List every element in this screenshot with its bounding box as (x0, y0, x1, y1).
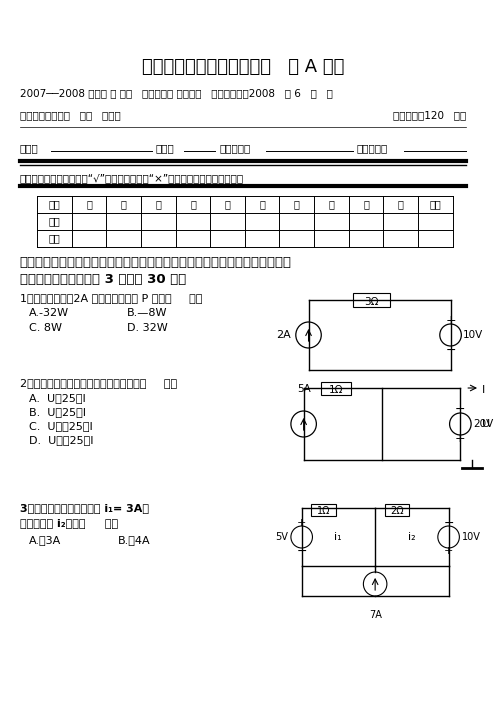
Text: 10V: 10V (463, 330, 484, 340)
Text: 考试时间：120   分钟: 考试时间：120 分钟 (393, 110, 466, 120)
Text: 1Ω: 1Ω (316, 506, 330, 516)
Text: 2007──2008 学年第 二 学期   课程名称《 电路分析   》考试日期：2008   年 6   月   日: 2007──2008 学年第 二 学期 课程名称《 电路分析 》考试日期：200… (19, 88, 332, 98)
Text: +: + (444, 546, 453, 556)
Text: B.－4A: B.－4A (118, 535, 150, 545)
Bar (321, 382, 351, 395)
Text: 考生学号：: 考生学号： (219, 143, 250, 153)
Text: D. 32W: D. 32W (127, 323, 168, 333)
Text: 20V: 20V (473, 419, 494, 429)
Text: 专业：: 专业： (19, 143, 38, 153)
Text: +: + (455, 432, 466, 446)
Text: 主考教师：僅小真   张照   郑晓明: 主考教师：僅小真 张照 郑晓明 (19, 110, 121, 120)
Text: −: − (443, 517, 454, 529)
Text: 考生姓名：: 考生姓名： (357, 143, 388, 153)
Text: 3、右图电路中，网孔电流 i₁= 3A，: 3、右图电路中，网孔电流 i₁= 3A， (19, 503, 149, 513)
Text: 填入插号中。（每小题 3 分，共 30 分）: 填入插号中。（每小题 3 分，共 30 分） (19, 273, 186, 286)
Text: 四: 四 (190, 199, 196, 209)
Text: 一、单项选择题：在下列各题中，有四个备选答案，请将其中唯一正确的答案: 一、单项选择题：在下列各题中，有四个备选答案，请将其中唯一正确的答案 (19, 256, 292, 269)
Text: 2A: 2A (276, 330, 291, 340)
Text: C.  U＝－25－I: C. U＝－25－I (29, 421, 93, 431)
Text: B.—8W: B.—8W (127, 308, 168, 318)
Bar (385, 504, 409, 516)
Text: A.-32W: A.-32W (29, 308, 69, 318)
Text: A.－3A: A.－3A (29, 535, 62, 545)
Text: 7A: 7A (369, 610, 381, 620)
Text: −: − (445, 343, 456, 357)
Text: 总分: 总分 (430, 199, 441, 209)
Text: −: − (455, 402, 466, 416)
Text: U: U (482, 419, 490, 429)
Text: 1、右图电路中，2A 电流源发出功率 P 等于（     ）。: 1、右图电路中，2A 电流源发出功率 P 等于（ ）。 (19, 293, 202, 303)
Text: 5A: 5A (297, 384, 310, 394)
Text: 注意：试题解答正确请打“√”，解答错误请打“×”，解答不完全正确请给正分: 注意：试题解答正确请打“√”，解答错误请打“×”，解答不完全正确请给正分 (19, 173, 244, 183)
Bar (311, 504, 336, 516)
Text: 3Ω: 3Ω (364, 297, 378, 307)
Text: 六: 六 (259, 199, 265, 209)
Text: +: + (297, 518, 307, 528)
Bar (353, 293, 390, 307)
Text: B.  U＝25－I: B. U＝25－I (29, 407, 86, 417)
Text: 三: 三 (155, 199, 161, 209)
Text: 10V: 10V (462, 532, 481, 542)
Text: 班级：: 班级： (156, 143, 175, 153)
Text: D.  U＝－25＋I: D. U＝－25＋I (29, 435, 94, 445)
Text: 题分: 题分 (49, 216, 61, 227)
Text: 十: 十 (398, 199, 404, 209)
Text: 五: 五 (225, 199, 231, 209)
Text: +: + (445, 314, 456, 326)
Text: 题号: 题号 (49, 199, 61, 209)
Text: 九: 九 (363, 199, 369, 209)
Text: 二: 二 (121, 199, 126, 209)
Text: C. 8W: C. 8W (29, 323, 62, 333)
Text: 得分: 得分 (49, 234, 61, 244)
Text: 则网孔电流 i₂等于（     ）。: 则网孔电流 i₂等于（ ）。 (19, 518, 118, 528)
Text: i₂: i₂ (408, 532, 415, 542)
Text: 八: 八 (328, 199, 334, 209)
Text: 2、右图所示二端网络的电压电流关系为（     ）。: 2、右图所示二端网络的电压电流关系为（ ）。 (19, 378, 177, 388)
Text: 福州大学至诚学院期末试卷   （ A ）卷: 福州大学至诚学院期末试卷 （ A ）卷 (142, 58, 344, 76)
Text: I: I (482, 385, 485, 395)
Text: A.  U＝25－I: A. U＝25－I (29, 393, 86, 403)
Text: 七: 七 (294, 199, 300, 209)
Text: −: − (297, 545, 307, 557)
Text: 2Ω: 2Ω (390, 506, 404, 516)
Text: 一: 一 (86, 199, 92, 209)
Text: i₁: i₁ (334, 532, 342, 542)
Text: 1Ω: 1Ω (329, 385, 343, 395)
Text: 5V: 5V (275, 532, 288, 542)
